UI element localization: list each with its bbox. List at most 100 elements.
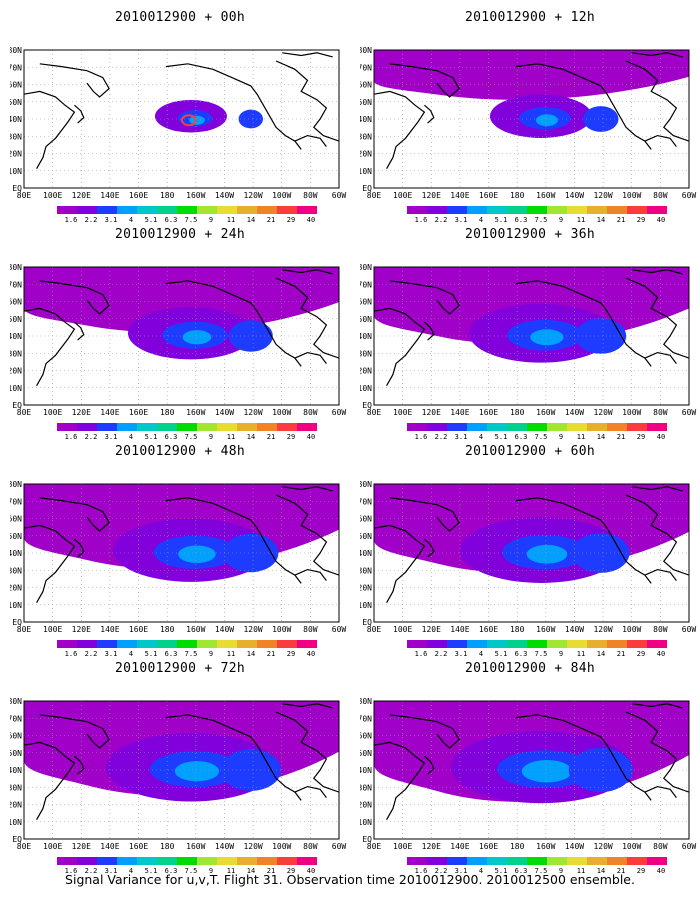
colorbar-label: 7.5	[535, 650, 548, 656]
colorbar-swatch	[117, 423, 137, 431]
lon-tick-label: 120W	[593, 408, 612, 417]
colorbar-swatch	[407, 640, 427, 648]
colorbar-swatch	[607, 640, 627, 648]
lon-tick-label: 140E	[100, 625, 119, 634]
panel-title: 2010012900 + 24h	[114, 227, 246, 242]
colorbar-swatch	[217, 640, 237, 648]
coastline	[644, 568, 677, 581]
lon-tick-label: 160E	[479, 408, 498, 417]
lon-tick-label: 60W	[332, 842, 347, 851]
lon-tick-label: 160W	[186, 842, 205, 851]
lon-tick-label: 160E	[129, 842, 148, 851]
lon-tick-label: 120W	[243, 842, 262, 851]
colorbar-label: 14	[597, 650, 605, 656]
forecast-panel: 2010012900 + 48h 80N 70N 60N 50N 40N 30N 20N 10N…	[10, 444, 350, 656]
colorbar-label: 2.2	[85, 433, 98, 439]
colorbar-label: 2.2	[435, 433, 448, 439]
colorbar-label: 11	[577, 216, 585, 222]
coastline	[389, 497, 460, 532]
lon-tick-label: 180	[160, 191, 175, 200]
lat-tick-label: 80N	[10, 263, 22, 272]
colorbar-swatch	[467, 206, 487, 214]
lon-tick-label: 140W	[215, 191, 234, 200]
forecast-panel: 2010012900 + 72h 80N 70N 60N 50N 40N 30N 20N 10N…	[10, 661, 350, 873]
coastline	[632, 486, 683, 492]
lon-tick-label: 120W	[243, 408, 262, 417]
lon-tick-label: 80W	[653, 191, 668, 200]
variance-contour	[575, 318, 627, 354]
colorbar-label: 3.1	[105, 867, 118, 873]
colorbar-label: 2.2	[85, 216, 98, 222]
lon-tick-label: 180	[510, 625, 525, 634]
lat-tick-label: 60N	[360, 515, 372, 524]
colorbar-swatch	[57, 206, 77, 214]
coastline	[294, 785, 327, 798]
lon-tick-label: 100E	[43, 408, 62, 417]
lat-tick-label: 20N	[10, 150, 22, 159]
colorbar-swatch	[647, 423, 667, 431]
colorbar-swatch	[467, 423, 487, 431]
colorbar-swatch	[467, 857, 487, 865]
lat-tick-label: 50N	[360, 749, 372, 758]
lon-tick-label: 100W	[622, 842, 641, 851]
coastline	[282, 52, 333, 58]
colorbar-label: 40	[657, 867, 665, 873]
lat-tick-label: 60N	[360, 732, 372, 741]
lon-tick-label: 160W	[186, 625, 205, 634]
panel-title: 2010012900 + 36h	[464, 227, 596, 242]
coastline	[625, 494, 689, 576]
colorbar-swatch	[217, 206, 237, 214]
coastline	[632, 269, 683, 275]
colorbar-label: 1.6	[65, 216, 78, 222]
colorbar-swatch	[587, 423, 607, 431]
lat-tick-label: 80N	[360, 480, 372, 489]
colorbar-label: 1.6	[65, 650, 78, 656]
coastline	[24, 741, 76, 820]
colorbar-label: 7.5	[185, 216, 198, 222]
colorbar-label: 2.2	[435, 650, 448, 656]
forecast-panel: 2010012900 + 36h 80N 70N 60N 50N 40N 30N 20N 10N…	[360, 227, 700, 439]
colorbar-swatch	[277, 423, 297, 431]
colorbar-label: 5.1	[145, 216, 158, 222]
colorbar-label: 21	[617, 867, 625, 873]
colorbar-label: 6.3	[165, 216, 178, 222]
colorbar-swatch	[117, 857, 137, 865]
colorbar-swatch	[57, 423, 77, 431]
coastline	[24, 524, 76, 603]
colorbar-label: 6.3	[515, 433, 528, 439]
lon-tick-label: 120W	[243, 191, 262, 200]
lat-tick-label: 30N	[10, 349, 22, 358]
colorbar-label: 9	[209, 650, 213, 656]
colorbar-swatch	[427, 206, 447, 214]
variance-contour	[238, 109, 263, 129]
lat-tick-label: 70N	[360, 714, 372, 723]
coastline	[39, 714, 110, 749]
lon-tick-label: 160E	[129, 191, 148, 200]
colorbar-label: 21	[267, 867, 275, 873]
lon-tick-label: 80W	[303, 625, 318, 634]
lat-tick-label: 10N	[10, 384, 22, 393]
colorbar-label: 40	[657, 650, 665, 656]
colorbar-label: 11	[227, 216, 235, 222]
coastline	[165, 63, 302, 150]
colorbar-swatch	[627, 423, 647, 431]
colorbar-swatch	[507, 857, 527, 865]
lat-tick-label: 60N	[360, 81, 372, 90]
colorbar-swatch	[467, 640, 487, 648]
coastline	[625, 60, 689, 142]
variance-contour	[174, 761, 220, 782]
lat-tick-label: 60N	[10, 732, 22, 741]
panel-title: 2010012900 + 84h	[464, 661, 596, 676]
colorbar-swatch	[547, 640, 567, 648]
colorbar-swatch	[197, 857, 217, 865]
colorbar-label: 9	[559, 216, 563, 222]
coastline	[374, 90, 426, 169]
colorbar-label: 1.6	[415, 867, 428, 873]
colorbar-swatch	[217, 857, 237, 865]
lat-tick-label: EQ	[12, 401, 22, 410]
coastline	[515, 280, 652, 367]
colorbar-swatch	[117, 640, 137, 648]
panel-title: 2010012900 + 12h	[464, 10, 596, 25]
lon-tick-label: 140W	[565, 191, 584, 200]
forecast-panel: 2010012900 + 12h 80N 70N 60N 50N 40N 30N 20N 10N…	[360, 10, 700, 222]
